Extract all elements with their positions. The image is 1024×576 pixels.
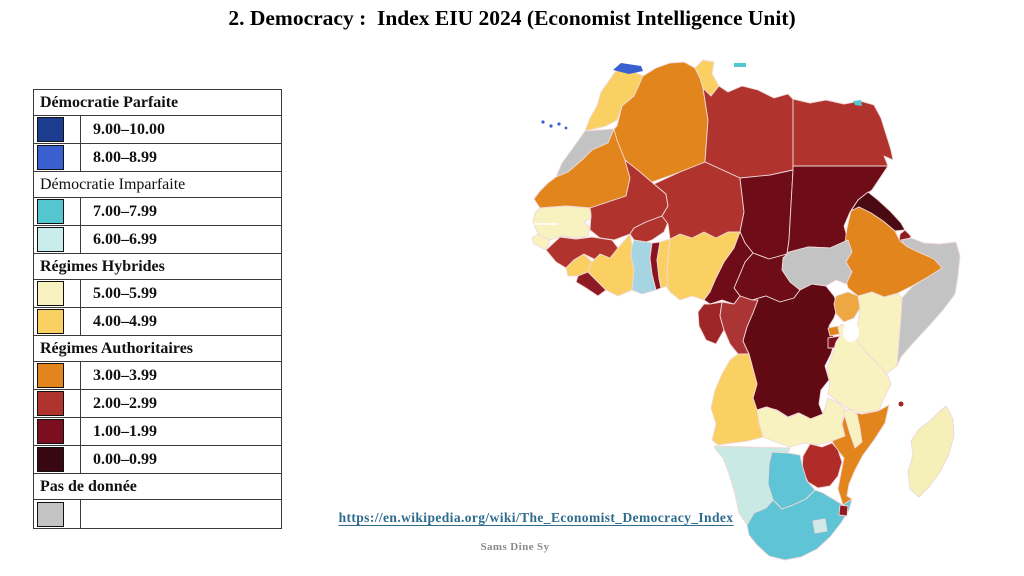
legend-row: 9.00–10.00 (34, 116, 281, 144)
source-link-wrap: https://en.wikipedia.org/wiki/The_Econom… (320, 510, 752, 526)
legend-color-swatch (37, 227, 64, 252)
legend-color-swatch (37, 281, 64, 306)
legend-row: 3.00–3.99 (34, 362, 281, 390)
country-angola (710, 353, 764, 446)
comoros-dot (898, 401, 904, 407)
country-eswatini (838, 504, 849, 517)
country-drc (742, 283, 839, 420)
legend-range-label: 6.00–6.99 (93, 230, 157, 248)
country-uganda (833, 291, 861, 323)
country-egypt (792, 98, 894, 167)
lake-victoria (843, 322, 859, 342)
legend-swatch-cell (34, 308, 81, 335)
legend-swatch-cell (34, 226, 81, 253)
legend-swatch-cell (34, 144, 81, 171)
map-countries (531, 59, 961, 561)
legend-swatch-cell (34, 198, 81, 225)
spain-fragment (613, 63, 643, 74)
canary-island-dot (549, 124, 553, 128)
legend-color-swatch (37, 309, 64, 334)
country-senegal (532, 205, 592, 241)
legend-color-swatch (37, 145, 64, 170)
legend-section-label: Démocratie Imparfaite (34, 172, 281, 198)
legend-row: 6.00–6.99 (34, 226, 281, 254)
legend-row: 0.00–0.99 (34, 446, 281, 474)
canary-island-dot (557, 122, 561, 126)
legend-row: 7.00–7.99 (34, 198, 281, 226)
legend-range-label: 4.00–4.99 (93, 312, 157, 330)
legend-range-label: 5.00–5.99 (93, 284, 157, 302)
country-niger (653, 161, 745, 240)
country-malawi (842, 408, 863, 449)
legend-range-label: 8.00–8.99 (93, 148, 157, 166)
legend-color-swatch (37, 363, 64, 388)
legend-color-swatch (37, 391, 64, 416)
legend-row (34, 500, 281, 528)
country-madagascar (907, 405, 955, 498)
canary-island-dot (541, 120, 545, 124)
country-lesotho (812, 518, 828, 534)
wikipedia-link[interactable]: https://en.wikipedia.org/wiki/The_Econom… (338, 510, 734, 525)
country-zimbabwe (801, 442, 843, 489)
legend-color-swatch (37, 447, 64, 472)
legend-swatch-cell (34, 390, 81, 417)
legend-table: Démocratie Parfaite 9.00–10.00 8.00–8.99 Dé… (33, 89, 282, 529)
country-gabon (697, 301, 725, 345)
legend-swatch-cell (34, 418, 81, 445)
sicily-malta-fragment (734, 63, 746, 67)
legend-color-swatch (37, 117, 64, 142)
country-chad (739, 169, 794, 260)
country-libya (702, 85, 794, 179)
legend-swatch-cell (34, 362, 81, 389)
country-tanzania (826, 323, 892, 414)
legend-range-label: 2.00–2.99 (93, 394, 157, 412)
country-south-africa (746, 489, 853, 561)
legend-range-label: 3.00–3.99 (93, 366, 157, 384)
legend-section-label: Régimes Authoritaires (34, 336, 281, 362)
legend-row: 8.00–8.99 (34, 144, 281, 172)
attribution: Sams Dine Sy (480, 541, 550, 553)
legend-color-swatch (37, 419, 64, 444)
legend-row: 4.00–4.99 (34, 308, 281, 336)
canary-island-dot (564, 126, 568, 130)
legend-swatch-cell (34, 446, 81, 473)
legend-section-label: Pas de donnée (34, 474, 281, 500)
map-extras (534, 63, 904, 407)
legend-swatch-cell (34, 280, 81, 307)
legend-row: 2.00–2.99 (34, 390, 281, 418)
legend-range-label: 0.00–0.99 (93, 450, 157, 468)
country-guinea-bissau (531, 233, 551, 251)
legend-range-label: 7.00–7.99 (93, 202, 157, 220)
page-title: 2. Democracy : Index EIU 2024 (Economist… (228, 6, 796, 30)
legend-range-label: 1.00–1.99 (93, 422, 157, 440)
legend-swatch-cell (34, 500, 81, 528)
legend-section-label: Démocratie Parfaite (34, 90, 281, 116)
legend-section-label: Régimes Hybrides (34, 254, 281, 280)
cyprus-fragment (853, 100, 862, 106)
legend-color-swatch (37, 199, 64, 224)
legend-range-label: 9.00–10.00 (93, 120, 165, 138)
legend-swatch-cell (34, 116, 81, 143)
legend-row: 1.00–1.99 (34, 418, 281, 446)
legend-row: 5.00–5.99 (34, 280, 281, 308)
legend-color-swatch (37, 501, 64, 527)
country-zambia (756, 397, 847, 448)
